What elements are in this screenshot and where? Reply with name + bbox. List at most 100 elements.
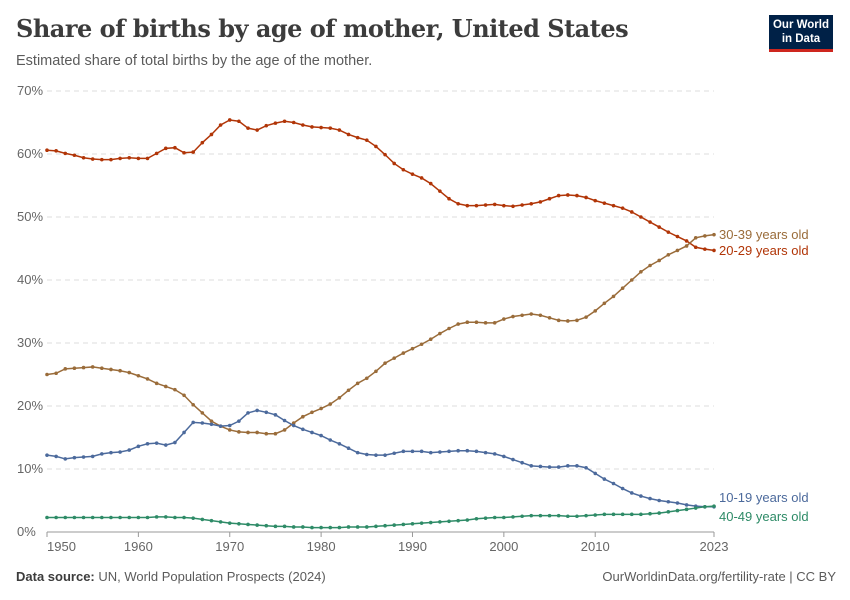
data-point — [383, 523, 387, 528]
data-point — [666, 510, 671, 514]
data-point — [666, 253, 671, 257]
data-point — [511, 314, 515, 319]
data-point — [100, 157, 104, 162]
data-point — [566, 319, 570, 323]
data-point — [502, 515, 506, 520]
data-point — [511, 204, 515, 209]
data-point — [703, 505, 707, 509]
data-point — [291, 421, 296, 425]
data-point — [593, 198, 598, 203]
data-point — [273, 121, 278, 125]
data-point — [648, 496, 652, 501]
data-point — [346, 388, 351, 393]
series-label: 20-29 years old — [719, 243, 809, 258]
data-point — [246, 126, 250, 130]
data-point — [511, 515, 515, 519]
data-point — [556, 513, 561, 518]
x-tick-label: 1970 — [215, 539, 244, 554]
data-point — [182, 393, 186, 398]
data-point — [364, 138, 369, 142]
data-point — [374, 524, 378, 529]
data-point — [273, 413, 278, 417]
data-point — [529, 312, 534, 316]
data-point — [620, 286, 625, 290]
data-point — [136, 515, 141, 520]
data-point — [383, 453, 387, 457]
data-point — [584, 513, 588, 518]
data-point — [154, 515, 159, 519]
data-point — [328, 525, 333, 530]
data-point — [273, 524, 278, 529]
data-point — [118, 515, 122, 520]
data-point — [364, 525, 369, 529]
data-point — [182, 150, 186, 155]
data-point — [657, 498, 661, 503]
data-point — [684, 503, 689, 507]
data-point — [611, 203, 616, 208]
data-point — [465, 518, 470, 522]
data-point — [629, 512, 634, 517]
data-point — [593, 513, 598, 517]
data-point — [483, 321, 488, 325]
data-point — [163, 515, 168, 519]
data-point — [639, 494, 643, 498]
data-point — [419, 521, 424, 525]
data-point — [163, 443, 168, 447]
data-point — [337, 396, 342, 400]
data-point — [136, 373, 141, 378]
data-point — [237, 430, 241, 434]
data-point — [237, 522, 241, 526]
data-point — [474, 320, 479, 325]
data-point — [346, 446, 351, 451]
data-point — [81, 155, 86, 160]
data-point — [410, 346, 415, 351]
data-point — [45, 372, 49, 377]
data-point — [154, 151, 159, 156]
data-point — [282, 119, 287, 124]
data-point — [529, 201, 534, 206]
owid-logo[interactable]: Our World in Data — [769, 15, 833, 52]
data-point — [547, 513, 552, 518]
data-point — [209, 132, 214, 137]
data-point — [447, 196, 451, 201]
data-point — [410, 522, 415, 526]
data-point — [255, 408, 259, 413]
data-point — [529, 464, 534, 468]
data-point — [666, 499, 671, 504]
data-point — [145, 442, 150, 446]
data-point — [693, 506, 698, 510]
data-point — [401, 167, 406, 172]
data-point — [90, 515, 95, 520]
data-point — [328, 438, 333, 442]
data-point — [118, 156, 122, 161]
data-point — [538, 513, 543, 518]
data-point — [364, 376, 369, 381]
data-point — [538, 200, 543, 204]
data-point — [191, 150, 195, 154]
series-label: 10-19 years old — [719, 490, 809, 505]
data-point — [374, 453, 378, 457]
data-point — [703, 247, 707, 251]
data-point — [629, 210, 634, 214]
data-point — [648, 263, 652, 268]
data-point — [118, 450, 122, 454]
series-line — [46, 409, 714, 508]
data-point — [182, 430, 186, 435]
data-point — [675, 248, 680, 253]
source-text[interactable]: UN, World Population Prospects (2024) — [98, 569, 326, 584]
data-point — [602, 512, 607, 517]
data-point — [575, 318, 579, 323]
data-point — [255, 430, 259, 435]
data-point — [218, 123, 223, 127]
data-point — [355, 381, 360, 386]
data-point — [100, 452, 104, 456]
data-point — [90, 157, 95, 161]
data-point — [63, 151, 68, 156]
data-point — [620, 486, 625, 491]
footer-link[interactable]: OurWorldinData.org/fertility-rate | CC B… — [602, 569, 836, 584]
data-point — [200, 517, 205, 522]
data-point — [483, 516, 488, 520]
data-point — [556, 318, 561, 323]
data-point — [602, 201, 607, 205]
data-point — [566, 193, 570, 197]
